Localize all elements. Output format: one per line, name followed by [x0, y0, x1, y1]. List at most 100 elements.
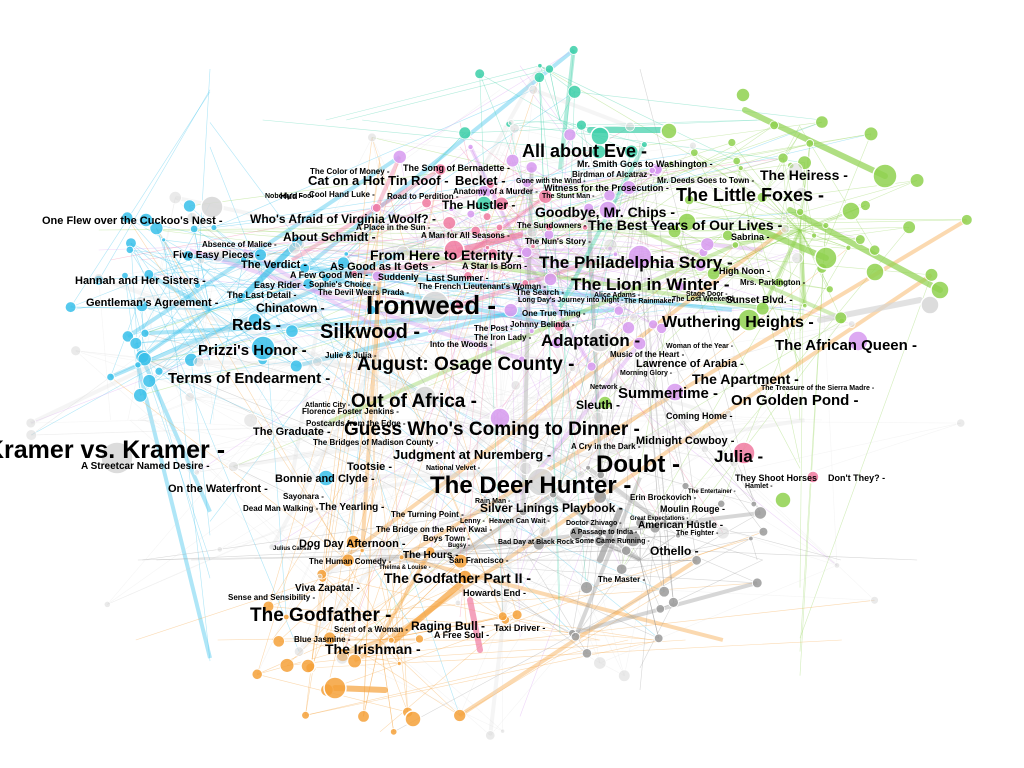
graph-node[interactable] [285, 324, 299, 338]
graph-node[interactable] [553, 320, 565, 332]
graph-node[interactable] [561, 480, 570, 488]
graph-node[interactable] [211, 249, 225, 263]
graph-node[interactable] [387, 636, 395, 644]
graph-node[interactable] [121, 271, 129, 280]
graph-node[interactable] [755, 301, 770, 316]
graph-node[interactable] [528, 84, 539, 95]
graph-node[interactable] [210, 224, 218, 231]
graph-node[interactable] [706, 266, 721, 281]
graph-node[interactable] [805, 139, 815, 148]
graph-node[interactable] [194, 281, 201, 289]
graph-node[interactable] [300, 658, 316, 674]
graph-node[interactable] [93, 273, 104, 284]
graph-node[interactable] [427, 328, 433, 334]
graph-node[interactable] [774, 491, 792, 509]
graph-node[interactable] [665, 382, 685, 402]
graph-node[interactable] [137, 352, 152, 367]
graph-node[interactable] [568, 45, 579, 55]
graph-node[interactable] [521, 279, 529, 287]
graph-node[interactable] [597, 395, 613, 411]
graph-node[interactable] [655, 604, 665, 614]
graph-node[interactable] [780, 224, 791, 234]
graph-node[interactable] [443, 239, 465, 261]
graph-node[interactable] [658, 585, 670, 598]
graph-node[interactable] [593, 490, 607, 504]
graph-node[interactable] [189, 224, 199, 234]
graph-node[interactable] [366, 304, 377, 316]
graph-node[interactable] [845, 244, 852, 251]
graph-node[interactable] [497, 611, 508, 622]
graph-node[interactable] [200, 195, 224, 219]
graph-node[interactable] [318, 418, 330, 430]
graph-node[interactable] [317, 573, 323, 580]
graph-node[interactable] [722, 229, 734, 242]
graph-node[interactable] [336, 256, 350, 270]
graph-node[interactable] [359, 547, 365, 554]
graph-node[interactable] [509, 123, 520, 134]
graph-node[interactable] [656, 322, 668, 334]
graph-node[interactable] [64, 301, 77, 313]
graph-node[interactable] [621, 180, 637, 195]
graph-node[interactable] [323, 676, 347, 700]
graph-node[interactable] [103, 600, 111, 608]
graph-node[interactable] [847, 330, 869, 352]
graph-node[interactable] [454, 599, 462, 607]
graph-node[interactable] [335, 651, 349, 665]
graph-node[interactable] [634, 205, 643, 215]
graph-node[interactable] [841, 201, 861, 221]
graph-node[interactable] [503, 303, 518, 318]
graph-node[interactable] [398, 554, 405, 561]
graph-node[interactable] [700, 444, 710, 454]
graph-node[interactable] [920, 295, 940, 315]
graph-node[interactable] [569, 526, 584, 541]
graph-node[interactable] [129, 337, 143, 350]
graph-node[interactable] [193, 469, 201, 476]
graph-node[interactable] [470, 225, 481, 236]
graph-node[interactable] [240, 256, 248, 264]
graph-node[interactable] [737, 165, 744, 172]
graph-node[interactable] [593, 535, 606, 547]
graph-node[interactable] [239, 292, 247, 300]
graph-node[interactable] [392, 149, 407, 164]
graph-node[interactable] [526, 225, 539, 238]
graph-node[interactable] [134, 361, 142, 369]
graph-node[interactable] [25, 429, 38, 441]
graph-node[interactable] [814, 246, 838, 270]
graph-node[interactable] [624, 530, 642, 548]
graph-node[interactable] [422, 579, 429, 585]
graph-node[interactable] [806, 470, 820, 484]
graph-node[interactable] [617, 669, 631, 682]
graph-node[interactable] [458, 126, 472, 140]
graph-node[interactable] [467, 143, 474, 150]
graph-node[interactable] [825, 285, 834, 294]
graph-node[interactable] [587, 327, 613, 353]
graph-node[interactable] [289, 474, 295, 481]
graph-node[interactable] [732, 441, 756, 465]
graph-node[interactable] [653, 633, 664, 644]
graph-node[interactable] [299, 262, 310, 274]
graph-node[interactable] [863, 126, 879, 142]
graph-node[interactable] [586, 361, 597, 372]
graph-node[interactable] [537, 63, 543, 69]
graph-node[interactable] [732, 156, 741, 166]
graph-node[interactable] [25, 417, 37, 429]
graph-node[interactable] [247, 312, 263, 328]
graph-node[interactable] [216, 546, 223, 553]
graph-node[interactable] [668, 160, 674, 166]
graph-node[interactable] [538, 189, 553, 204]
graph-node[interactable] [121, 330, 134, 343]
graph-node[interactable] [550, 336, 563, 350]
graph-node[interactable] [834, 311, 848, 325]
graph-node[interactable] [386, 330, 399, 342]
graph-node[interactable] [135, 295, 145, 305]
graph-node[interactable] [735, 87, 751, 103]
graph-node[interactable] [694, 518, 700, 524]
graph-node[interactable] [616, 563, 628, 575]
graph-node[interactable] [598, 200, 618, 220]
graph-node[interactable] [100, 441, 134, 475]
graph-node[interactable] [519, 461, 533, 476]
graph-node[interactable] [774, 277, 785, 288]
graph-node[interactable] [684, 194, 695, 206]
graph-node[interactable] [758, 526, 769, 537]
graph-node[interactable] [822, 222, 830, 229]
